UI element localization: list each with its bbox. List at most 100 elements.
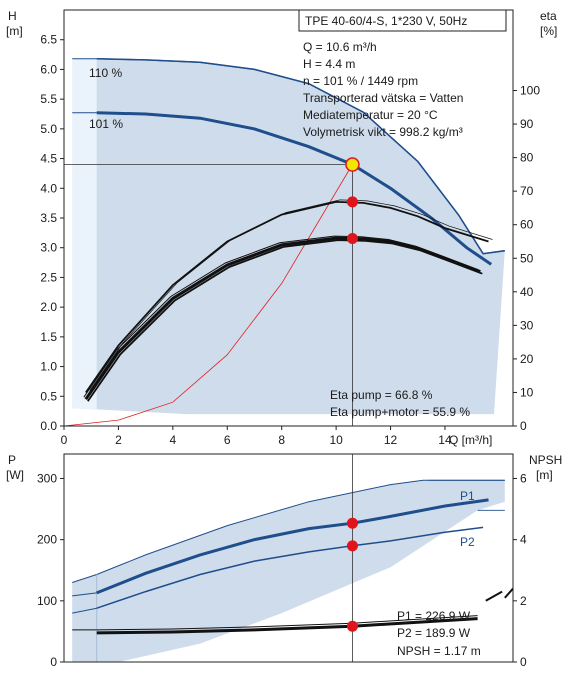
power-band-top-edge — [72, 479, 505, 583]
h-tick-label: 3.0 — [40, 241, 57, 255]
system-curve — [63, 164, 353, 427]
operating-points — [64, 157, 360, 426]
eta-tick-label: 20 — [520, 352, 534, 366]
eta-total-point — [346, 232, 358, 244]
eta-total-note: Eta pump+motor = 55.9 % — [330, 405, 470, 419]
head-curve-101 — [96, 111, 493, 266]
info-temperature: Mediatemperatur = 20 °C — [303, 108, 438, 122]
h-axis-unit: [m] — [6, 24, 23, 38]
p2-legend-label: P2 — [460, 535, 475, 549]
eta-axis-unit: [%] — [540, 24, 557, 38]
power-curves — [72, 479, 514, 635]
p-tick-label: 100 — [37, 594, 57, 608]
bottom-plot-frame — [63, 453, 514, 663]
p1-curve — [96, 498, 489, 595]
p1-lead — [72, 592, 97, 597]
eta-total-curve — [84, 236, 481, 401]
npsh-axis-unit: [m] — [536, 468, 553, 482]
power-band-area — [72, 480, 505, 662]
npsh-tick-label: 6 — [520, 471, 527, 485]
eta-tick-label: 40 — [520, 285, 534, 299]
q-tick-label: 10 — [329, 433, 343, 447]
info-density: Volymetrisk vikt = 998.2 kg/m³ — [303, 125, 463, 139]
info-head: H = 4.4 m — [303, 57, 355, 71]
q-tick-label: 0 — [61, 433, 68, 447]
q-tick-label: 12 — [384, 433, 398, 447]
h-axis-ticks: 0.0 0.5 1.0 1.5 2.0 2.5 3.0 3.5 4.0 4.5 5.0 5.5 6.0 6… — [40, 33, 64, 433]
eta-pump-note: Eta pump = 66.8 % — [330, 388, 433, 402]
eta-tick-label: 30 — [520, 318, 534, 332]
npsh-tick-label: 2 — [520, 594, 527, 608]
h-tick-label: 5.0 — [40, 122, 57, 136]
npsh-curve-max — [96, 615, 478, 631]
h-tick-label: 4.0 — [40, 181, 57, 195]
h-tick-label: 5.5 — [40, 92, 57, 106]
h-tick-label: 6.0 — [40, 62, 57, 76]
npsh-point — [346, 620, 358, 632]
q-axis-label: Q [m³/h] — [449, 433, 492, 447]
p1-point — [346, 517, 358, 529]
eta-axis-label: eta — [540, 9, 557, 23]
h-tick-label: 2.0 — [40, 300, 57, 314]
top-panel: H [m] eta [%] 0.0 0.5 1.0 1.5 2.0 2.5 3.0 3.5 4.… — [6, 9, 557, 447]
head-curves — [63, 57, 505, 427]
eta-tick-label: 70 — [520, 184, 534, 198]
p-tick-label: 0 — [50, 655, 57, 669]
eta-tick-label: 10 — [520, 385, 534, 399]
eta-tick-label: 0 — [520, 419, 527, 433]
low-flow-area — [72, 58, 97, 410]
power-range-band — [72, 479, 505, 662]
q-tick-label: 14 — [438, 433, 452, 447]
power-operating-points — [346, 454, 358, 662]
q-tick-label: 2 — [115, 433, 122, 447]
p-tick-label: 300 — [37, 471, 57, 485]
eta-tick-label: 80 — [520, 151, 534, 165]
p1-legend-label: P1 — [460, 489, 475, 503]
eta-tick-label: 50 — [520, 251, 534, 265]
p-axis-ticks: 0 100 200 300 — [37, 471, 64, 669]
p2-point — [346, 540, 358, 552]
npsh-curve — [96, 617, 478, 635]
info-flow: Q = 10.6 m³/h — [303, 40, 377, 54]
p-axis-unit: [W] — [6, 468, 24, 482]
duty-point — [345, 157, 360, 172]
h-tick-label: 0.0 — [40, 419, 57, 433]
p2-note: P2 = 189.9 W — [397, 626, 471, 640]
curve-label-101: 101 % — [89, 117, 123, 131]
npsh-tick-label: 4 — [520, 533, 527, 547]
p2-lead — [72, 607, 97, 614]
operating-range-area — [72, 58, 505, 415]
eta-tick-label: 60 — [520, 218, 534, 232]
eta-tick-label: 90 — [520, 117, 534, 131]
q-tick-label: 8 — [278, 433, 285, 447]
eta-total-curve-min — [83, 235, 479, 398]
q-tick-label: 4 — [170, 433, 177, 447]
h-tick-label: 3.5 — [40, 211, 57, 225]
h-tick-label: 6.5 — [40, 33, 57, 47]
p2-curve — [96, 526, 484, 609]
npsh-mark-1 — [485, 590, 503, 602]
info-title: TPE 40-60/4-S, 1*230 V, 50Hz — [305, 14, 467, 28]
info-box: TPE 40-60/4-S, 1*230 V, 50Hz Q = 10.6 m³… — [298, 9, 507, 139]
p-axis-label: P — [8, 453, 16, 467]
eta-axis-ticks: 0 10 20 30 40 50 60 70 80 90 100 — [513, 84, 540, 433]
h-tick-label: 0.5 — [40, 389, 57, 403]
info-speed: n = 101 % / 1449 rpm — [303, 74, 418, 88]
npsh-tick-label: 0 — [520, 655, 527, 669]
eta-pump-curve — [85, 200, 489, 394]
npsh-axis-label: NPSH — [529, 453, 562, 467]
eta-pump-point — [346, 196, 358, 208]
h-tick-label: 1.0 — [40, 360, 57, 374]
info-title-frame — [298, 9, 507, 32]
info-liquid: Transporterad vätska = Vatten — [303, 91, 463, 105]
h-tick-label: 2.5 — [40, 270, 57, 284]
p-tick-label: 200 — [37, 533, 57, 547]
h-axis-label: H — [8, 9, 17, 23]
bottom-panel: P [W] NPSH [m] 0 100 200 300 0 2 4 6 P1 P2 P1 … — [6, 453, 562, 669]
q-tick-label: 6 — [224, 433, 231, 447]
npsh-axis-ticks: 0 2 4 6 — [513, 471, 527, 669]
npsh-mark-2 — [504, 587, 514, 599]
eta-total-curve-max — [87, 239, 483, 402]
operating-range-band — [72, 58, 505, 415]
